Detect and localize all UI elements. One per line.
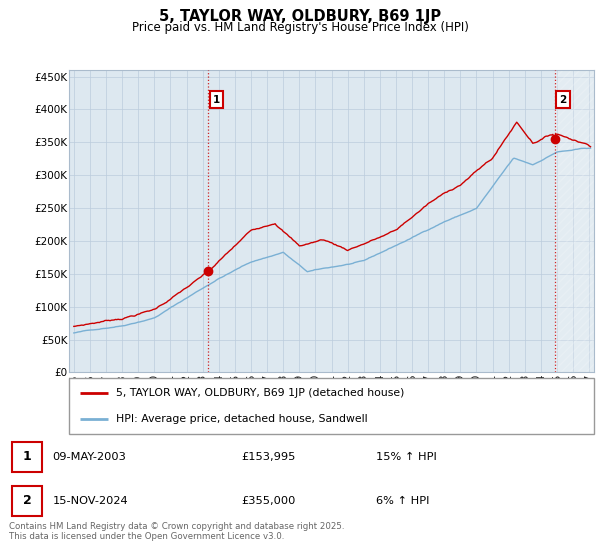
- Text: 5, TAYLOR WAY, OLDBURY, B69 1JP (detached house): 5, TAYLOR WAY, OLDBURY, B69 1JP (detache…: [116, 388, 404, 398]
- Text: 09-MAY-2003: 09-MAY-2003: [53, 452, 127, 462]
- Text: 6% ↑ HPI: 6% ↑ HPI: [376, 496, 429, 506]
- Text: Contains HM Land Registry data © Crown copyright and database right 2025.
This d: Contains HM Land Registry data © Crown c…: [9, 522, 344, 542]
- FancyBboxPatch shape: [12, 486, 42, 516]
- Text: 2: 2: [23, 494, 31, 507]
- Text: 15-NOV-2024: 15-NOV-2024: [53, 496, 128, 506]
- Text: 1: 1: [23, 450, 31, 463]
- Bar: [555, 70, 594, 372]
- Text: £355,000: £355,000: [242, 496, 296, 506]
- Text: 5, TAYLOR WAY, OLDBURY, B69 1JP: 5, TAYLOR WAY, OLDBURY, B69 1JP: [159, 9, 441, 24]
- Text: 1: 1: [213, 95, 220, 105]
- Text: Price paid vs. HM Land Registry's House Price Index (HPI): Price paid vs. HM Land Registry's House …: [131, 21, 469, 34]
- Text: 2: 2: [559, 95, 566, 105]
- FancyBboxPatch shape: [12, 442, 42, 472]
- Text: HPI: Average price, detached house, Sandwell: HPI: Average price, detached house, Sand…: [116, 414, 368, 424]
- Text: £153,995: £153,995: [242, 452, 296, 462]
- Text: 15% ↑ HPI: 15% ↑ HPI: [376, 452, 437, 462]
